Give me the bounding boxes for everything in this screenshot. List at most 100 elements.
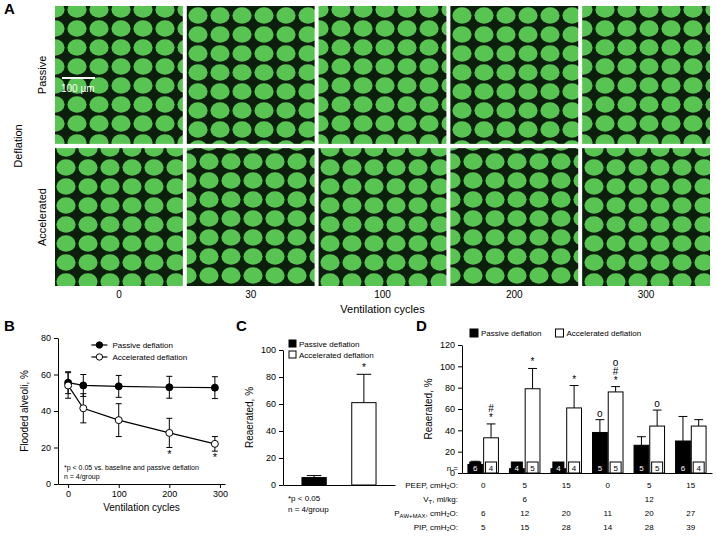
bar: [691, 426, 706, 473]
n-label-background: [677, 462, 688, 473]
y-axis: 020406080: [41, 333, 59, 489]
error-bar: [637, 437, 646, 446]
table-cell: 11: [604, 509, 613, 518]
y-axis-tick-label: 60: [445, 404, 455, 414]
table-row-label: VT, ml/kg:: [423, 495, 458, 505]
y-axis-tick-label: 100: [261, 345, 276, 355]
n-label: 5: [655, 464, 660, 473]
y-axis-tick-mark: [54, 338, 58, 339]
y-axis-tick-mark: [458, 366, 462, 367]
x-axis-line: [284, 485, 396, 486]
y-axis-tick: 60: [41, 370, 58, 380]
plot-area: [468, 368, 706, 473]
y-axis-line: [58, 339, 59, 485]
table-cell: 5: [522, 481, 527, 490]
column-label: 200: [506, 289, 523, 300]
annotation: n = 4/group: [64, 473, 100, 481]
annotation: n = 4/group: [288, 505, 329, 514]
scale-bar: [62, 77, 95, 79]
micrograph: [450, 148, 578, 286]
y-axis-tick: 20: [41, 443, 58, 453]
y-axis-tick-label: 100: [440, 362, 455, 372]
panel-a: APassiveAcceleratedDeflation100 µm030100…: [4, 0, 710, 315]
error-bar: [570, 386, 579, 408]
y-axis-tick-mark: [458, 430, 462, 431]
figure: APassiveAcceleratedDeflation100 µm030100…: [0, 0, 716, 551]
table-row-label: PAW+MAX, cmH₂O:: [394, 509, 458, 519]
y-axis-title: Reaerated, %: [244, 387, 255, 448]
n-label: 5: [530, 464, 535, 473]
significance-mark: *: [572, 374, 576, 385]
y-axis-tick: 40: [266, 426, 283, 436]
plot-texts: **: [167, 448, 218, 464]
y-axis-tick: 100: [440, 362, 462, 372]
error-bar: [80, 375, 86, 397]
error-bar: [653, 410, 662, 426]
n-label: 4: [556, 464, 561, 473]
legend-marker: [96, 354, 102, 360]
y-axis-tick-label: 20: [266, 453, 276, 463]
bar: [634, 445, 649, 473]
error-bar: [116, 375, 122, 397]
bar: [593, 432, 608, 473]
table-cell: 12: [645, 495, 654, 504]
y-axis-tick-label: 40: [41, 406, 51, 416]
legend-label: Passive deflation: [299, 340, 359, 349]
table-cell: 0: [481, 481, 486, 490]
x-axis-tick-label: 0: [66, 489, 71, 499]
bar: [525, 389, 540, 473]
table-cell: 20: [645, 509, 654, 518]
x-axis-tick-mark: [119, 484, 120, 488]
y-axis-tick: 100: [261, 345, 283, 355]
error-bar: [80, 394, 86, 423]
n-label-background: [652, 462, 663, 473]
table-cell: 6: [522, 495, 527, 504]
plot-area: [65, 372, 219, 451]
x-axis-tick: 300: [213, 484, 228, 499]
n-label-background: [527, 462, 538, 473]
y-axis-tick-mark: [458, 345, 462, 346]
y-axis-tick-mark: [54, 375, 58, 376]
y-axis-tick-mark: [279, 404, 283, 405]
bar: [352, 403, 376, 485]
n-label-background: [569, 462, 580, 473]
error-bar: [166, 376, 172, 398]
table-row-label: PIP, cmH₂O:: [414, 523, 458, 532]
y-axis-tick-label: 40: [445, 426, 455, 436]
data-point: [211, 384, 218, 391]
y-axis-tick-mark: [54, 411, 58, 412]
legend: Passive deflationAccelerated deflation: [289, 340, 374, 360]
n-label-background: [486, 462, 497, 473]
micrograph: [319, 148, 447, 286]
n-label: 4: [515, 464, 520, 473]
y-axis-tick-label: 20: [41, 443, 51, 453]
error-bar: [116, 404, 122, 437]
y-axis-tick: 40: [445, 426, 462, 436]
column-label: 30: [245, 289, 257, 300]
micrograph: [582, 148, 710, 286]
table-row-label-subscript: AW+MAX: [400, 513, 426, 519]
table-cell: 5: [647, 481, 652, 490]
table-cell: 28: [645, 523, 654, 532]
micrograph: [582, 6, 710, 144]
bar: [484, 438, 499, 473]
row-label: Passive: [36, 56, 48, 95]
bar: [567, 408, 582, 473]
significance-mark: *: [362, 362, 366, 373]
x-axis-tick: 200: [162, 484, 177, 499]
table-row-label-suffix: , ml/kg:: [432, 495, 458, 504]
bar: [302, 478, 326, 485]
y-axis-tick-label: 0: [46, 479, 51, 489]
error-bar: [611, 387, 620, 392]
data-point: [80, 382, 87, 389]
series-line: [68, 385, 215, 443]
table-cell: 20: [562, 509, 571, 518]
panel-label: D: [416, 317, 427, 334]
plot-area: [302, 374, 376, 485]
x-axis-tick-label: 200: [162, 489, 177, 499]
data-point: [65, 382, 72, 389]
legend-label: Accelerated deflation: [112, 353, 187, 362]
y-axis-tick: 0: [46, 479, 58, 489]
y-axis-tick: 120: [440, 340, 462, 350]
x-axis: 0100200300: [59, 484, 228, 499]
